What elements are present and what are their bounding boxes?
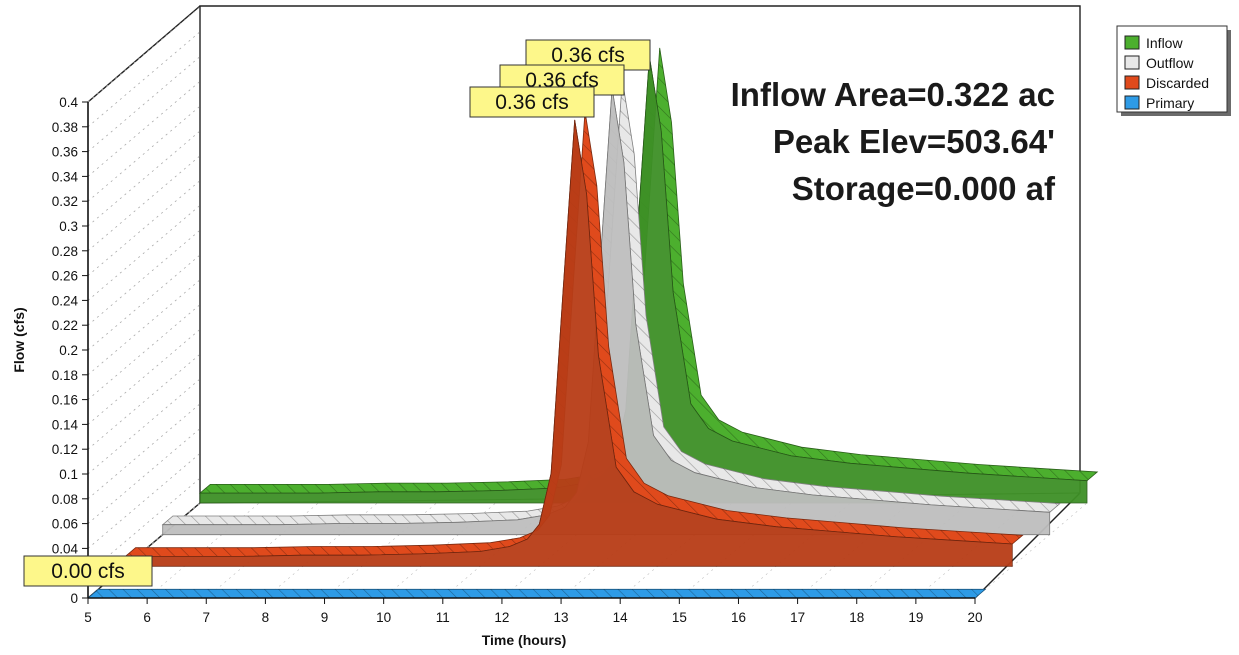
- x-tick-label: 9: [321, 610, 329, 625]
- y-tick-label: 0.36: [52, 145, 78, 160]
- x-tick-label: 14: [613, 610, 629, 625]
- x-tick-label: 16: [731, 610, 746, 625]
- y-axis-title: Flow (cfs): [11, 307, 27, 372]
- legend-swatch-discarded: [1124, 75, 1140, 90]
- callout-label: 0.36 cfs: [495, 91, 569, 114]
- x-tick-label: 8: [262, 610, 270, 625]
- y-tick-label: 0.06: [52, 517, 78, 532]
- y-tick-label: 0.2: [59, 343, 78, 358]
- legend-swatch-outflow: [1124, 55, 1140, 70]
- y-tick-label: 0.18: [52, 368, 78, 383]
- x-tick-label: 10: [376, 610, 391, 625]
- x-tick-label: 18: [849, 610, 864, 625]
- y-gridline: [87, 428, 201, 524]
- x-axis-title: Time (hours): [482, 632, 567, 648]
- legend-label-discarded: Discarded: [1146, 75, 1209, 91]
- y-gridline: [87, 105, 201, 202]
- y-tick-label: 0: [70, 591, 78, 606]
- y-tick-label: 0.34: [52, 169, 79, 184]
- series-face-discarded: [124, 119, 1013, 567]
- x-tick-label: 13: [554, 610, 569, 625]
- y-gridline: [87, 155, 201, 252]
- y-tick-label: 0.24: [52, 293, 79, 308]
- legend-label-inflow: Inflow: [1146, 35, 1183, 51]
- annotation-line: Storage=0.000 af: [792, 170, 1056, 207]
- x-tick-label: 19: [908, 610, 923, 625]
- callout-box: [23, 555, 153, 587]
- y-gridline: [87, 6, 201, 103]
- y-gridline: [87, 180, 201, 276]
- y-tick-label: 0.12: [52, 442, 78, 457]
- x-tick-label: 5: [84, 610, 92, 625]
- y-tick-label: 0.16: [52, 393, 78, 408]
- y-tick-label: 0.14: [52, 417, 79, 432]
- legend-swatch-primary: [1124, 95, 1140, 110]
- y-tick-label: 0.1: [59, 467, 78, 482]
- callout-primary: 0.00 cfs: [23, 555, 153, 587]
- annotation-line: Inflow Area=0.322 ac: [731, 76, 1055, 113]
- x-tick-label: 12: [494, 610, 509, 625]
- floor-right-edge: [974, 492, 1081, 599]
- callout-box: [469, 86, 595, 118]
- legend-swatch-inflow: [1124, 35, 1140, 50]
- tick-labels: 00.020.040.060.080.10.120.140.160.180.20…: [52, 95, 983, 625]
- y-tick-label: 0.22: [52, 318, 78, 333]
- annotation-line: Peak Elev=503.64': [773, 123, 1055, 160]
- callout-label: 0.36 cfs: [525, 69, 599, 92]
- y-gridline: [87, 31, 201, 128]
- x-tick-label: 17: [790, 610, 805, 625]
- y-gridline: [87, 329, 201, 425]
- x-gridline: [974, 502, 1088, 599]
- y-tick-label: 0.28: [52, 244, 78, 259]
- series-hatch-primary: [88, 589, 986, 598]
- series-primary: [86, 588, 987, 599]
- legend-label-primary: Primary: [1146, 95, 1194, 111]
- y-tick-label: 0.3: [59, 219, 78, 234]
- x-tick-label: 20: [967, 610, 982, 625]
- x-tick-label: 6: [143, 610, 151, 625]
- y-tick-label: 0.26: [52, 269, 78, 284]
- y-gridline: [87, 378, 201, 475]
- legend-label-outflow: Outflow: [1146, 55, 1194, 71]
- y-gridline: [87, 56, 201, 152]
- series-discarded: [124, 111, 1024, 567]
- legend: Inflow Outflow Discarded Primary: [1116, 25, 1231, 116]
- x-tick-label: 15: [672, 610, 687, 625]
- y-gridline: [87, 403, 201, 500]
- y-gridline: [87, 254, 201, 351]
- y-gridline: [87, 453, 201, 549]
- y-tick-label: 0.04: [52, 541, 79, 556]
- x-tick-label: 11: [436, 610, 450, 625]
- back-wall: [199, 5, 1081, 503]
- y-gridline: [87, 229, 201, 326]
- callout-discarded: 0.36 cfs: [469, 86, 595, 118]
- y-gridline: [87, 279, 201, 376]
- callout-label: 0.00 cfs: [51, 560, 125, 583]
- y-gridline: [87, 304, 201, 400]
- y-tick-label: 0.32: [52, 194, 78, 209]
- y-gridline: [87, 353, 201, 450]
- y-tick-label: 0.4: [59, 95, 78, 110]
- series-layer: [86, 47, 1099, 599]
- y-tick-label: 0.38: [52, 120, 78, 135]
- y-gridline: [87, 130, 201, 227]
- annotation-block: Inflow Area=0.322 ac Peak Elev=503.64' Sto…: [731, 76, 1056, 207]
- callout-label: 0.36 cfs: [551, 44, 625, 67]
- x-tick-label: 7: [203, 610, 211, 625]
- y-gridline: [87, 81, 201, 177]
- y-gridline: [87, 205, 201, 301]
- y-tick-label: 0.08: [52, 492, 78, 507]
